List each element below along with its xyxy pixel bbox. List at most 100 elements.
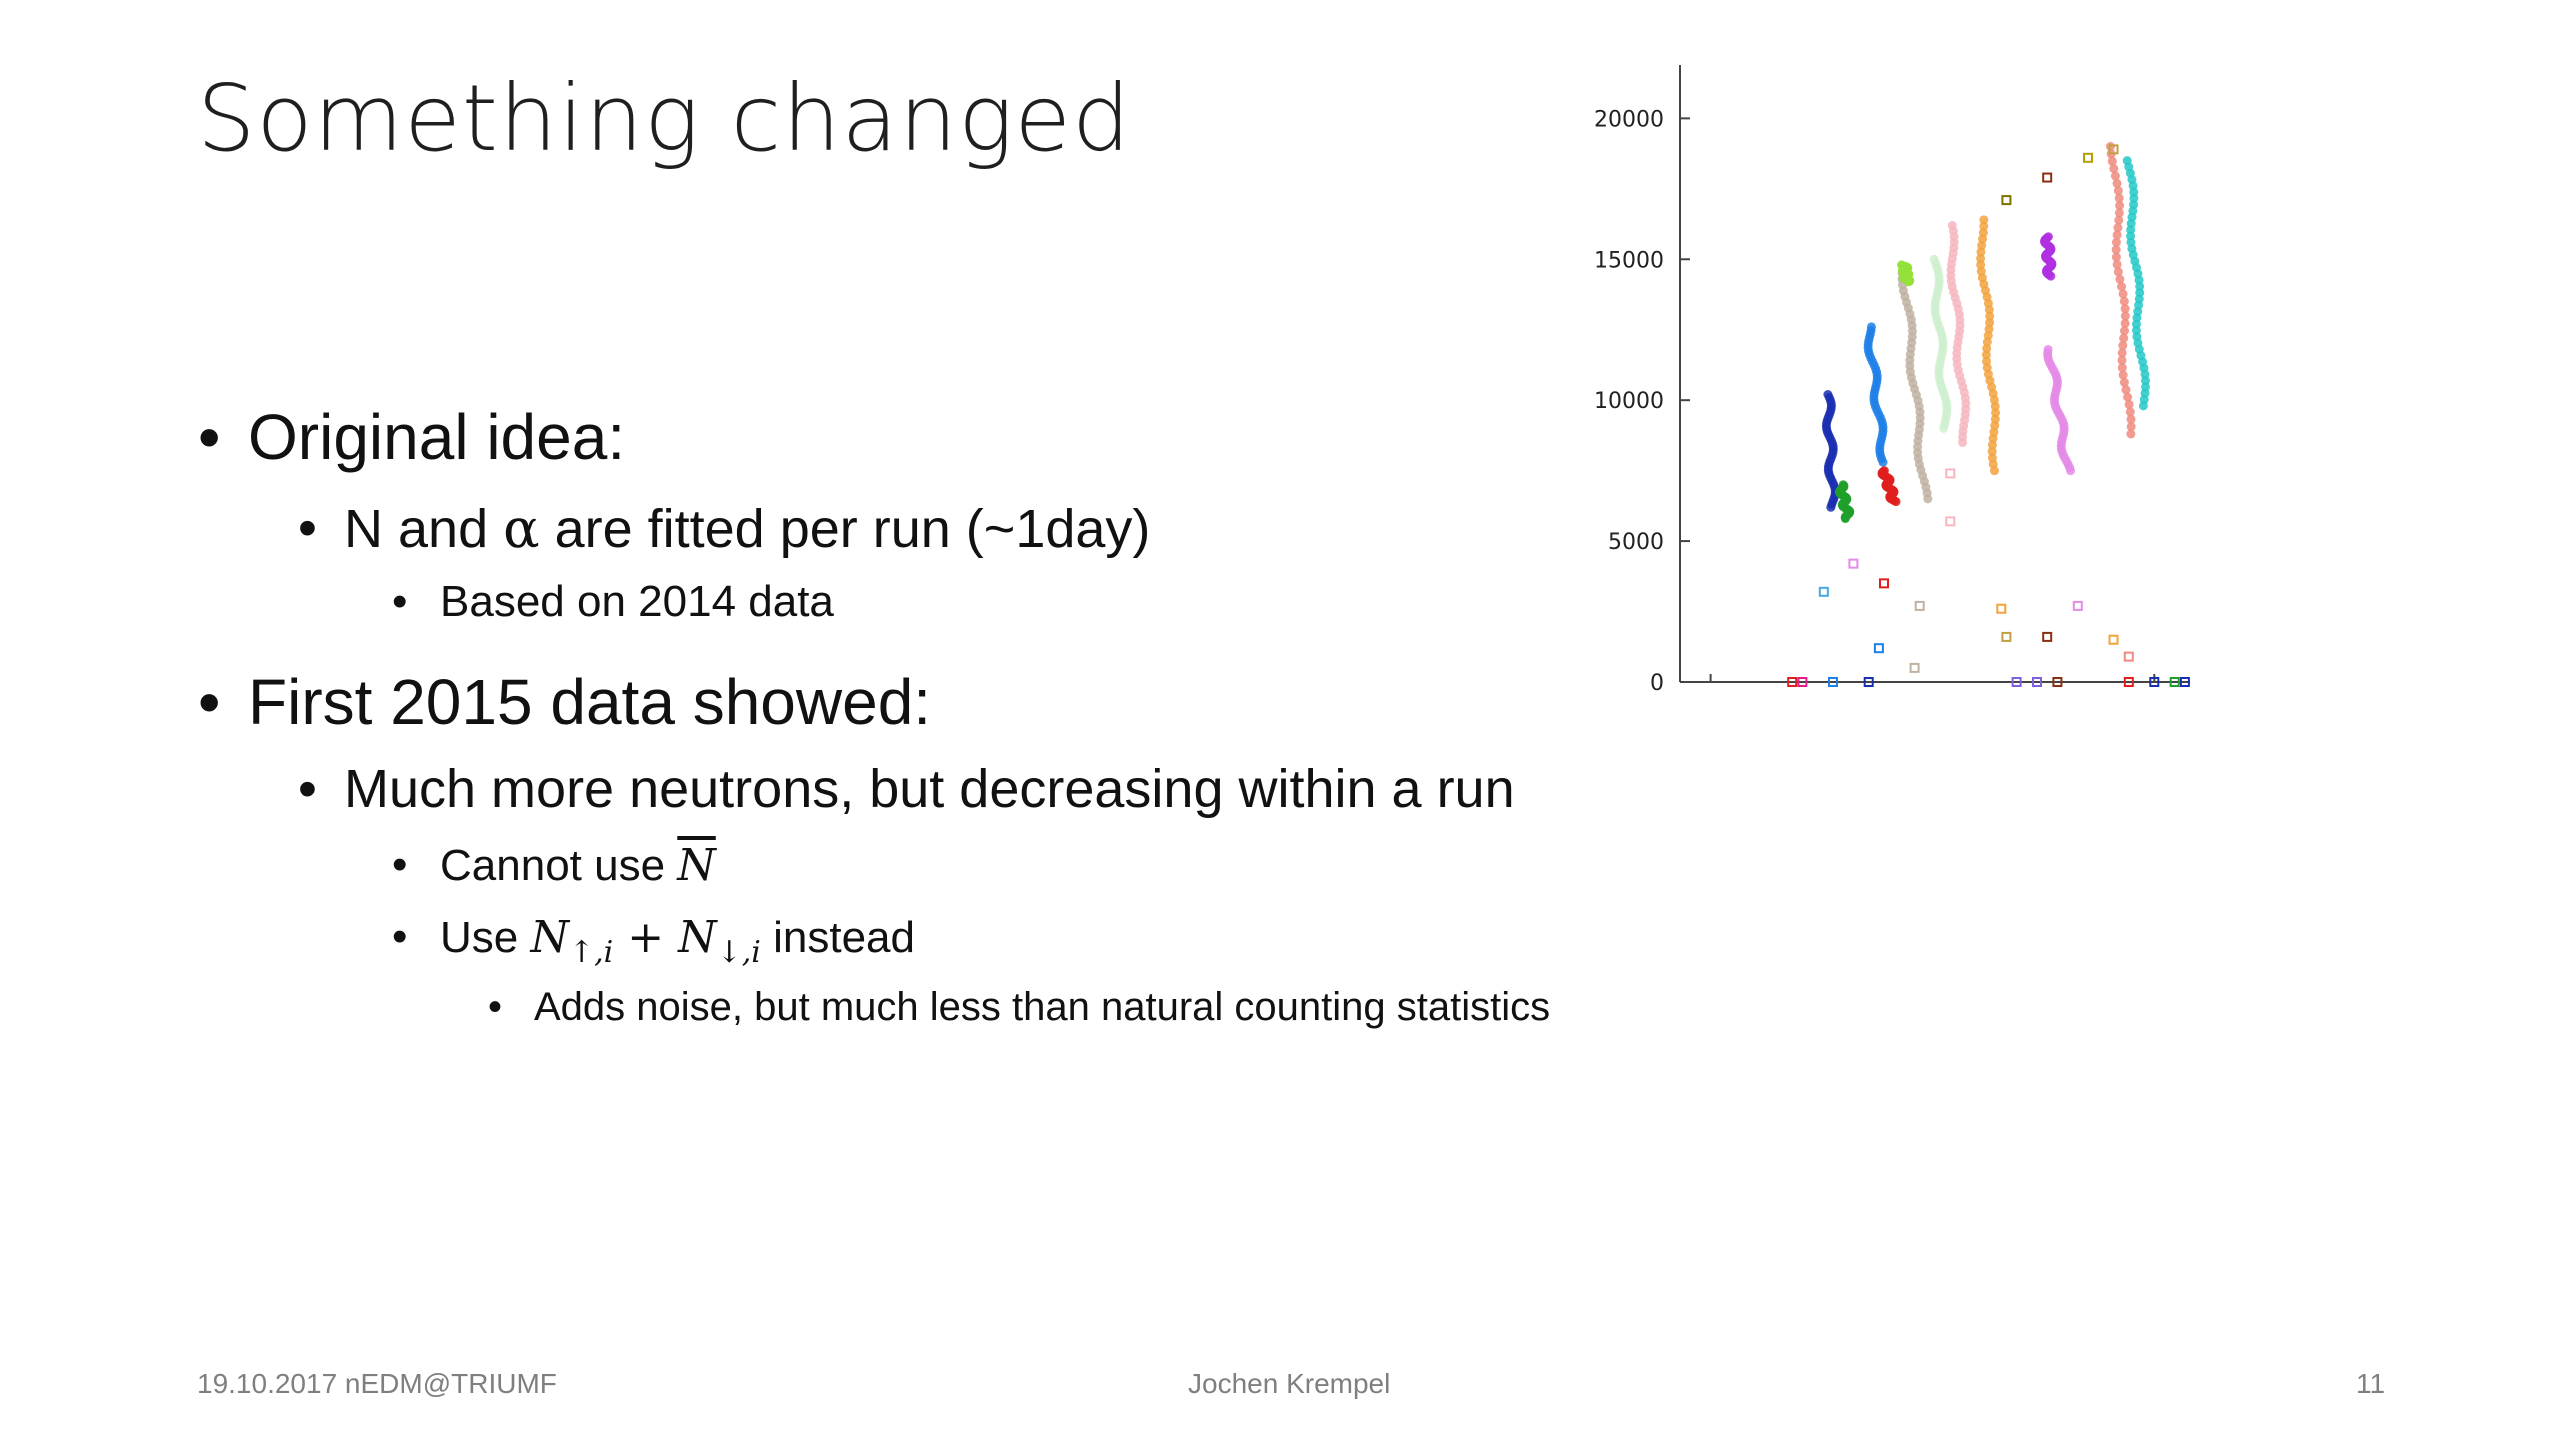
data-point bbox=[2125, 407, 2135, 417]
neutron-count-chart: 0 5000 10000 15000 20000 bbox=[1594, 65, 2190, 696]
data-point bbox=[2112, 230, 2122, 240]
data-point bbox=[1984, 305, 1994, 315]
data-point bbox=[2118, 370, 2128, 380]
data-point bbox=[1985, 311, 1995, 321]
data-point bbox=[1914, 600, 1925, 611]
bullet-text: Use N↑,i + N↓,i instead bbox=[440, 912, 915, 970]
data-point bbox=[1909, 662, 1920, 673]
data-point bbox=[2126, 225, 2136, 235]
data-point bbox=[1979, 215, 1989, 225]
bullet-text: Based on 2014 data bbox=[440, 577, 834, 626]
data-point bbox=[2123, 651, 2134, 662]
data-point bbox=[2108, 144, 2119, 155]
data-point bbox=[2117, 348, 2127, 358]
data-point bbox=[2179, 677, 2190, 687]
data-point bbox=[2138, 401, 2148, 411]
data-point bbox=[2001, 631, 2012, 642]
data-point bbox=[1945, 516, 1956, 527]
data-point bbox=[1787, 677, 1798, 687]
bullet-much-more-neutrons: • Much more neutrons, but decreasing wit… bbox=[298, 758, 1515, 820]
y-tick-label: 20000 bbox=[1594, 107, 1664, 132]
y-tick-label: 15000 bbox=[1594, 248, 1664, 273]
data-point bbox=[1945, 468, 1956, 479]
data-point bbox=[1879, 578, 1889, 589]
footer-page-number: 11 bbox=[2356, 1368, 2386, 1399]
data-point bbox=[1958, 437, 1968, 447]
bullet-text: First 2015 data showed: bbox=[248, 666, 932, 738]
data-point bbox=[2066, 466, 2076, 476]
data-point bbox=[2117, 363, 2127, 373]
data-point bbox=[2119, 333, 2129, 343]
data-point bbox=[2083, 152, 2093, 163]
bullet-text: Adds noise, but much less than natural c… bbox=[534, 985, 1551, 1029]
data-point bbox=[2110, 171, 2120, 181]
data-point bbox=[1976, 247, 1986, 257]
data-point bbox=[1797, 677, 1808, 687]
data-point bbox=[2112, 259, 2122, 269]
data-point bbox=[2115, 201, 2125, 211]
data-point bbox=[2111, 237, 2121, 247]
data-point bbox=[1981, 350, 1991, 360]
footer-author: Jochen Krempel bbox=[1188, 1368, 1391, 1399]
data-point bbox=[1840, 514, 1850, 524]
data-point bbox=[2109, 164, 2119, 174]
bullet-text: Cannot use N bbox=[440, 840, 716, 891]
data-point bbox=[2121, 385, 2131, 395]
data-point bbox=[1878, 457, 1888, 467]
data-point bbox=[2111, 245, 2121, 255]
bullet-text: Much more neutrons, but decreasing withi… bbox=[344, 759, 1515, 819]
y-tick-label: 10000 bbox=[1594, 389, 1664, 414]
data-point bbox=[2124, 400, 2134, 410]
n-bar-math: N bbox=[677, 840, 716, 891]
y-tick-label: 5000 bbox=[1608, 530, 1664, 555]
data-point bbox=[2120, 311, 2130, 321]
data-point bbox=[2032, 677, 2042, 687]
data-point bbox=[1976, 253, 1986, 263]
bullet-dot: • bbox=[198, 666, 221, 738]
data-point bbox=[2117, 282, 2127, 292]
data-point bbox=[1989, 466, 1999, 476]
data-point bbox=[1828, 677, 1838, 687]
data-point bbox=[2114, 215, 2124, 225]
data-point bbox=[1903, 277, 1913, 287]
data-point bbox=[1982, 343, 1992, 353]
data-point bbox=[1891, 497, 1901, 507]
data-point bbox=[2113, 267, 2123, 277]
data-point bbox=[2126, 414, 2136, 424]
data-point bbox=[2129, 187, 2139, 197]
data-point bbox=[1985, 318, 1995, 328]
data-point bbox=[2126, 422, 2136, 432]
data-point bbox=[1939, 423, 1949, 433]
data-point bbox=[1826, 502, 1836, 512]
bullet-dot: • bbox=[198, 401, 221, 473]
data-point bbox=[1987, 440, 1997, 450]
data-point bbox=[2114, 208, 2124, 218]
bullet-text: Original idea: bbox=[248, 401, 626, 473]
data-point bbox=[2141, 376, 2151, 386]
bullet-n-alpha: • N and α are fitted per run (~1day) bbox=[298, 497, 1150, 560]
y-tick-label: 0 bbox=[1650, 671, 1664, 696]
bullet-dot: • bbox=[298, 759, 317, 819]
data-point bbox=[2135, 281, 2145, 291]
data-point bbox=[2118, 341, 2128, 351]
data-point bbox=[1996, 603, 2007, 614]
data-point bbox=[1987, 446, 1997, 456]
data-point bbox=[2123, 392, 2133, 402]
data-point bbox=[2149, 677, 2160, 687]
slide-title: Something changed bbox=[197, 65, 1132, 172]
data-point bbox=[2119, 326, 2129, 336]
data-point bbox=[2113, 186, 2123, 196]
data-point bbox=[2113, 223, 2123, 233]
n-down-math: N bbox=[678, 912, 717, 963]
data-point bbox=[2123, 677, 2134, 687]
data-point bbox=[2117, 355, 2127, 365]
alpha-symbol: α bbox=[503, 497, 540, 560]
bullet-based-on-2014: • Based on 2014 data bbox=[392, 577, 834, 627]
data-point bbox=[2052, 677, 2063, 687]
data-point bbox=[2114, 193, 2124, 203]
data-point bbox=[2111, 252, 2121, 262]
data-point bbox=[2046, 271, 2056, 281]
data-point bbox=[2118, 289, 2128, 299]
data-point bbox=[2072, 600, 2083, 611]
